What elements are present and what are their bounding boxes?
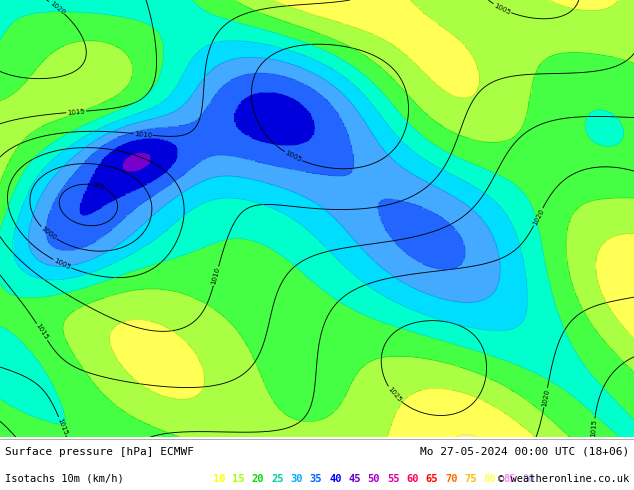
Text: 30: 30 — [290, 474, 303, 484]
Text: 40: 40 — [329, 474, 342, 484]
Text: 90: 90 — [522, 474, 535, 484]
Text: 80: 80 — [484, 474, 496, 484]
Text: 35: 35 — [309, 474, 322, 484]
Text: 1015: 1015 — [35, 323, 49, 341]
Text: Mo 27-05-2024 00:00 UTC (18+06): Mo 27-05-2024 00:00 UTC (18+06) — [420, 446, 629, 457]
Text: 1020: 1020 — [541, 388, 550, 407]
Text: 1020: 1020 — [531, 208, 545, 226]
Text: Surface pressure [hPa] ECMWF: Surface pressure [hPa] ECMWF — [5, 446, 194, 457]
Text: 70: 70 — [445, 474, 458, 484]
Text: 995: 995 — [91, 181, 106, 191]
Text: Isotachs 10m (km/h): Isotachs 10m (km/h) — [5, 474, 124, 484]
Text: 65: 65 — [426, 474, 438, 484]
Text: 45: 45 — [349, 474, 361, 484]
Text: 1010: 1010 — [210, 267, 221, 286]
Text: 1015: 1015 — [590, 419, 597, 438]
Text: 10: 10 — [213, 474, 226, 484]
Text: 1015: 1015 — [67, 108, 86, 116]
Text: 1020: 1020 — [48, 0, 66, 16]
Text: 50: 50 — [368, 474, 380, 484]
Text: 75: 75 — [464, 474, 477, 484]
Text: 1005: 1005 — [53, 257, 72, 270]
Text: 1000: 1000 — [39, 225, 58, 241]
Text: 25: 25 — [271, 474, 283, 484]
Text: 85: 85 — [503, 474, 515, 484]
Text: © weatheronline.co.uk: © weatheronline.co.uk — [498, 474, 629, 484]
Text: 1005: 1005 — [493, 2, 512, 15]
Text: 1015: 1015 — [56, 416, 68, 436]
Text: 20: 20 — [252, 474, 264, 484]
Text: 55: 55 — [387, 474, 399, 484]
Text: 15: 15 — [232, 474, 245, 484]
Text: 1005: 1005 — [284, 150, 302, 163]
Text: 1010: 1010 — [134, 130, 152, 138]
Text: 1025: 1025 — [386, 386, 402, 403]
Text: 60: 60 — [406, 474, 419, 484]
